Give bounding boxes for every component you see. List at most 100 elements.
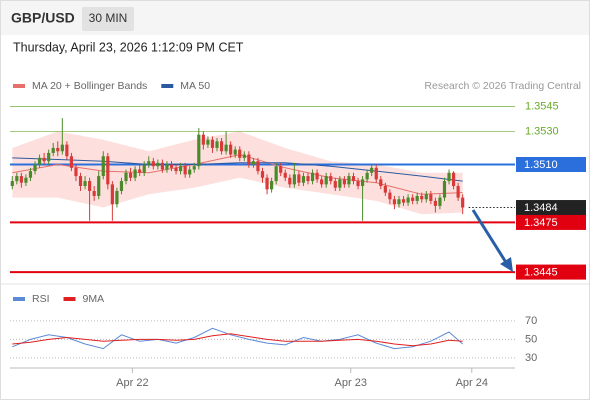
candle-body xyxy=(10,181,14,187)
timeframe: 30 MIN xyxy=(89,11,128,25)
candle-body xyxy=(360,179,365,187)
candle-body xyxy=(115,190,119,205)
level-label: 1.3445 xyxy=(524,266,558,278)
candle-body xyxy=(265,177,269,190)
candle-body xyxy=(88,181,92,191)
candle-body xyxy=(351,176,356,182)
candle-body xyxy=(56,147,60,152)
candle-body xyxy=(124,172,128,182)
candle-body xyxy=(224,144,228,152)
candle-body xyxy=(292,174,296,185)
candle-body xyxy=(179,166,183,172)
level-label: 1.3484 xyxy=(524,202,558,214)
legend-label: 9MA xyxy=(83,293,105,305)
candle-body xyxy=(415,195,419,201)
candle-body xyxy=(201,134,205,145)
candle-body xyxy=(51,147,55,153)
candle-body xyxy=(42,157,46,162)
candle-body xyxy=(442,181,447,198)
candle-body xyxy=(315,172,319,180)
candle-body xyxy=(251,161,256,165)
candle-body xyxy=(33,164,37,172)
candle-body xyxy=(19,176,23,183)
candle-body xyxy=(324,176,328,185)
candle-body xyxy=(151,161,155,167)
candle-body xyxy=(110,184,114,205)
symbol: GBP/USD xyxy=(11,10,75,26)
candle-body xyxy=(342,179,346,185)
legend-label: MA 20 + Bollinger Bands xyxy=(32,80,147,92)
legend-swatch xyxy=(161,84,174,88)
candle-body xyxy=(78,176,83,187)
candle-body xyxy=(83,181,87,187)
candle-body xyxy=(320,179,324,185)
candle-body xyxy=(128,172,133,178)
candle-body xyxy=(379,179,383,187)
candle-body xyxy=(229,144,233,155)
candle-body xyxy=(438,197,442,206)
candle-body xyxy=(356,181,360,187)
ma-line xyxy=(12,157,463,182)
candle-body xyxy=(256,161,260,172)
candle-body xyxy=(156,162,160,167)
candle-body xyxy=(447,172,451,182)
candle-body xyxy=(183,166,187,175)
candle-body xyxy=(106,156,110,185)
candle-body xyxy=(374,167,378,180)
candle-body xyxy=(133,169,137,178)
candle-body xyxy=(424,194,428,200)
candle-body xyxy=(233,149,237,155)
candle-body xyxy=(174,167,178,172)
candle-body xyxy=(37,157,42,165)
candle-body xyxy=(365,172,369,180)
candle-body xyxy=(215,141,219,148)
candle-body xyxy=(392,199,397,205)
rsi-line xyxy=(12,333,463,347)
candle-body xyxy=(160,162,165,170)
y-tick-label: 50 xyxy=(525,333,537,345)
source: Research © 2026 Trading Central xyxy=(424,80,581,92)
candle-body xyxy=(456,186,460,198)
candle-body xyxy=(210,139,215,148)
candle-body xyxy=(238,149,242,158)
level-box xyxy=(516,200,586,216)
candle-body xyxy=(347,176,351,185)
candle-body xyxy=(429,194,433,201)
candle-body xyxy=(138,169,142,173)
candle-body xyxy=(451,172,456,187)
candle-body xyxy=(188,169,192,175)
arrow-head xyxy=(500,257,513,272)
x-tick-label: Apr 23 xyxy=(335,377,367,389)
y-tick-label: 70 xyxy=(525,315,537,327)
candle-body xyxy=(65,144,69,157)
level-label: 1.3510 xyxy=(524,159,558,171)
legend-label: MA 50 xyxy=(180,80,210,92)
candle-body xyxy=(119,181,124,191)
candle-body xyxy=(401,199,406,203)
candle-body xyxy=(420,195,424,200)
x-tick-label: Apr 24 xyxy=(456,377,488,389)
candle-body xyxy=(333,181,337,188)
candle-body xyxy=(260,171,265,178)
level-label: 1.3475 xyxy=(524,217,558,229)
candle-body xyxy=(397,199,401,205)
candle-body xyxy=(197,134,201,167)
candle-body xyxy=(169,164,174,168)
candle-body xyxy=(461,197,465,208)
candle-body xyxy=(97,176,101,196)
legend-swatch xyxy=(13,84,25,88)
bollinger-band xyxy=(12,131,463,215)
candle-body xyxy=(279,166,283,173)
candle-body xyxy=(28,171,33,178)
level-box xyxy=(516,214,586,230)
level-box xyxy=(516,264,586,280)
candle-body xyxy=(74,167,78,177)
candle-body xyxy=(288,177,292,185)
candle-body xyxy=(192,166,196,170)
legend-swatch xyxy=(13,297,25,301)
candle-body xyxy=(142,164,146,173)
candle-body xyxy=(388,192,392,200)
candle-body xyxy=(370,167,374,173)
candle-body xyxy=(383,186,387,193)
